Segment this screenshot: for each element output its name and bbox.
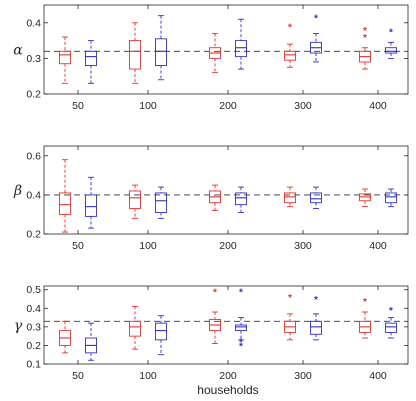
x-tick-label-0-3: 300 xyxy=(294,100,312,112)
box-2-7 xyxy=(310,320,322,335)
outlier-2-5-0: * xyxy=(239,288,243,299)
x-tick-label-2-2: 200 xyxy=(219,370,237,382)
y-tick-label-2-1: 0.2 xyxy=(26,340,41,352)
y-axis-label-1: β xyxy=(13,183,22,199)
x-tick-label-0-0: 50 xyxy=(72,100,84,112)
box-1-5 xyxy=(235,192,247,206)
outlier-0-7-0: * xyxy=(314,13,318,24)
x-tick-label-1-4: 400 xyxy=(369,240,387,252)
box-2-3 xyxy=(155,322,167,341)
y-tick-label-0-1: 0.3 xyxy=(26,53,41,65)
outlier-2-4-0: * xyxy=(213,288,217,299)
panel-frame-2 xyxy=(43,285,409,365)
box-2-2 xyxy=(129,320,141,337)
y-tick-label-1-0: 0.2 xyxy=(26,229,41,241)
box-1-1 xyxy=(85,194,97,217)
x-tick-label-1-0: 50 xyxy=(72,240,84,252)
y-axis-label-0: α xyxy=(13,43,23,59)
outlier-2-8-0: * xyxy=(363,297,367,308)
outlier-2-6-0: * xyxy=(288,293,292,304)
x-tick-label-0-1: 100 xyxy=(139,100,157,112)
panel-frame-1 xyxy=(43,145,409,235)
outlier-0-8-0: * xyxy=(363,33,367,44)
outlier-2-9-0: * xyxy=(389,306,393,317)
box-1-7 xyxy=(310,192,322,204)
outlier-0-6-0: * xyxy=(288,22,292,33)
box-2-9 xyxy=(385,322,397,333)
x-tick-label-2-4: 400 xyxy=(369,370,387,382)
outlier-0-8-1: * xyxy=(363,26,367,37)
x-tick-label-1-1: 100 xyxy=(139,240,157,252)
x-tick-label-2-0: 50 xyxy=(72,370,84,382)
outlier-2-5-1: * xyxy=(239,338,243,349)
x-tick-label-1-3: 300 xyxy=(294,240,312,252)
box-0-1 xyxy=(85,50,97,66)
y-tick-label-1-2: 0.6 xyxy=(26,150,41,162)
box-1-6 xyxy=(284,192,296,204)
box-1-2 xyxy=(129,190,141,210)
box-2-5 xyxy=(235,324,247,332)
outlier-2-7-0: * xyxy=(314,295,318,306)
x-tick-label-2-1: 100 xyxy=(139,370,157,382)
y-tick-label-0-0: 0.2 xyxy=(26,89,41,101)
box-0-9 xyxy=(385,47,397,54)
outlier-0-9-0: * xyxy=(389,28,393,39)
box-0-2 xyxy=(129,40,141,70)
x-tick-label-1-2: 200 xyxy=(219,240,237,252)
x-tick-label-0-4: 400 xyxy=(369,100,387,112)
x-tick-label-2-3: 300 xyxy=(294,370,312,382)
outlier-2-5-2: * xyxy=(239,341,243,352)
x-axis-label: households xyxy=(197,383,258,397)
panel-frame-0 xyxy=(43,4,409,95)
box-1-9 xyxy=(385,192,397,204)
box-0-5 xyxy=(235,40,247,58)
box-0-3 xyxy=(155,38,167,66)
y-axis-label-2: γ xyxy=(14,318,23,334)
box-1-3 xyxy=(155,192,167,213)
y-tick-label-0-2: 0.4 xyxy=(26,17,41,29)
y-tick-label-2-2: 0.3 xyxy=(26,321,41,333)
box-0-6 xyxy=(284,50,296,61)
x-tick-label-0-2: 200 xyxy=(219,100,237,112)
y-tick-label-2-0: 0.1 xyxy=(26,359,41,371)
y-tick-label-2-4: 0.5 xyxy=(26,284,41,296)
box-1-0 xyxy=(59,192,71,215)
y-tick-label-2-3: 0.4 xyxy=(26,303,41,315)
y-tick-label-1-1: 0.4 xyxy=(26,189,41,201)
box-0-0 xyxy=(59,50,71,65)
